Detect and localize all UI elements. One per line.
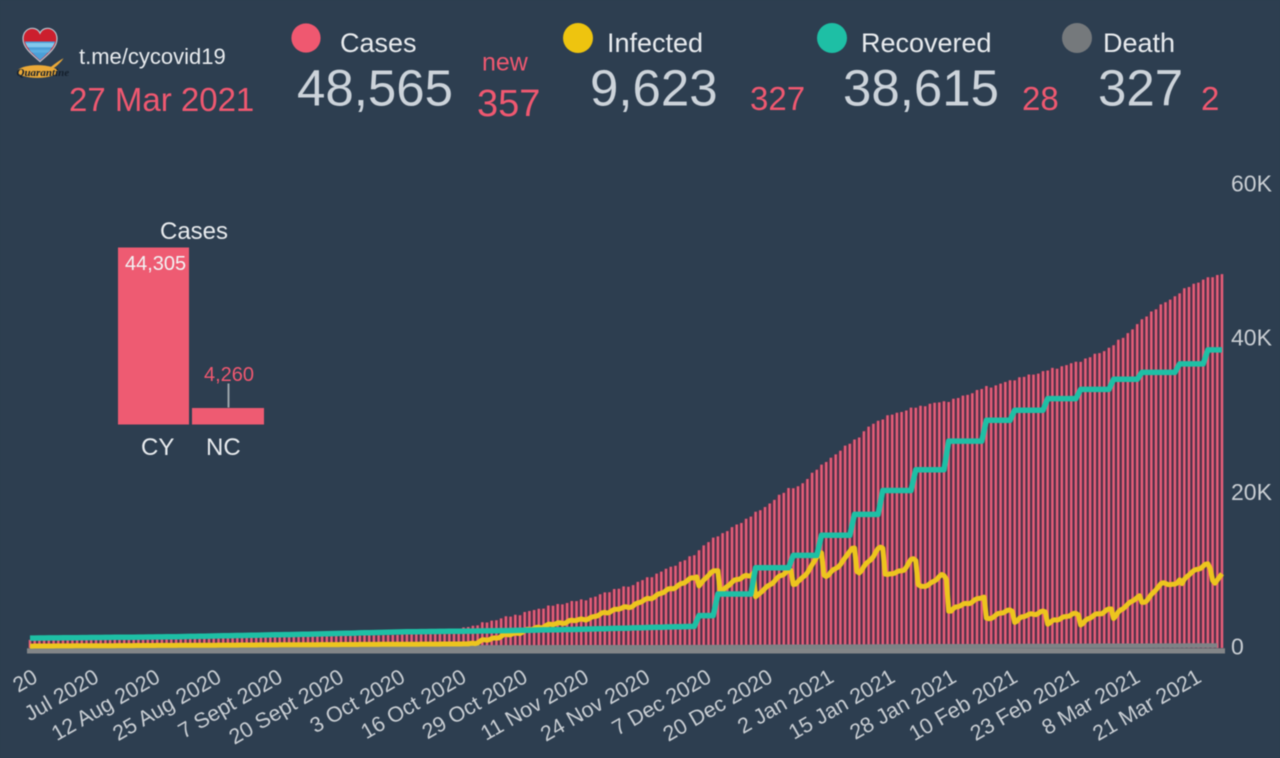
svg-text:327: 327: [750, 80, 805, 117]
svg-text:2: 2: [1201, 80, 1219, 117]
svg-text:20K: 20K: [1231, 479, 1273, 505]
svg-text:CY: CY: [141, 434, 174, 461]
svg-text:38,615: 38,615: [843, 60, 999, 117]
svg-text:NC: NC: [206, 434, 241, 461]
svg-text:27 Mar 2021: 27 Mar 2021: [69, 81, 254, 118]
svg-text:4,260: 4,260: [204, 364, 254, 386]
svg-text:0: 0: [1231, 634, 1244, 660]
svg-text:Cases: Cases: [340, 28, 417, 58]
svg-text:28: 28: [1022, 80, 1059, 117]
svg-text:357: 357: [477, 83, 540, 125]
svg-text:327: 327: [1098, 60, 1183, 117]
svg-text:60K: 60K: [1231, 170, 1273, 196]
svg-text:48,565: 48,565: [297, 60, 453, 117]
svg-text:Recovered: Recovered: [861, 28, 992, 58]
svg-text:44,305: 44,305: [125, 253, 186, 275]
svg-text:new: new: [482, 49, 529, 77]
svg-text:Infected: Infected: [607, 28, 703, 58]
svg-text:Quarantine: Quarantine: [17, 67, 70, 79]
svg-text:40K: 40K: [1231, 325, 1273, 351]
svg-text:Cases: Cases: [160, 218, 228, 245]
svg-text:Death: Death: [1103, 28, 1175, 58]
svg-text:t.me/cycovid19: t.me/cycovid19: [79, 44, 226, 69]
svg-text:9,623: 9,623: [590, 60, 718, 117]
